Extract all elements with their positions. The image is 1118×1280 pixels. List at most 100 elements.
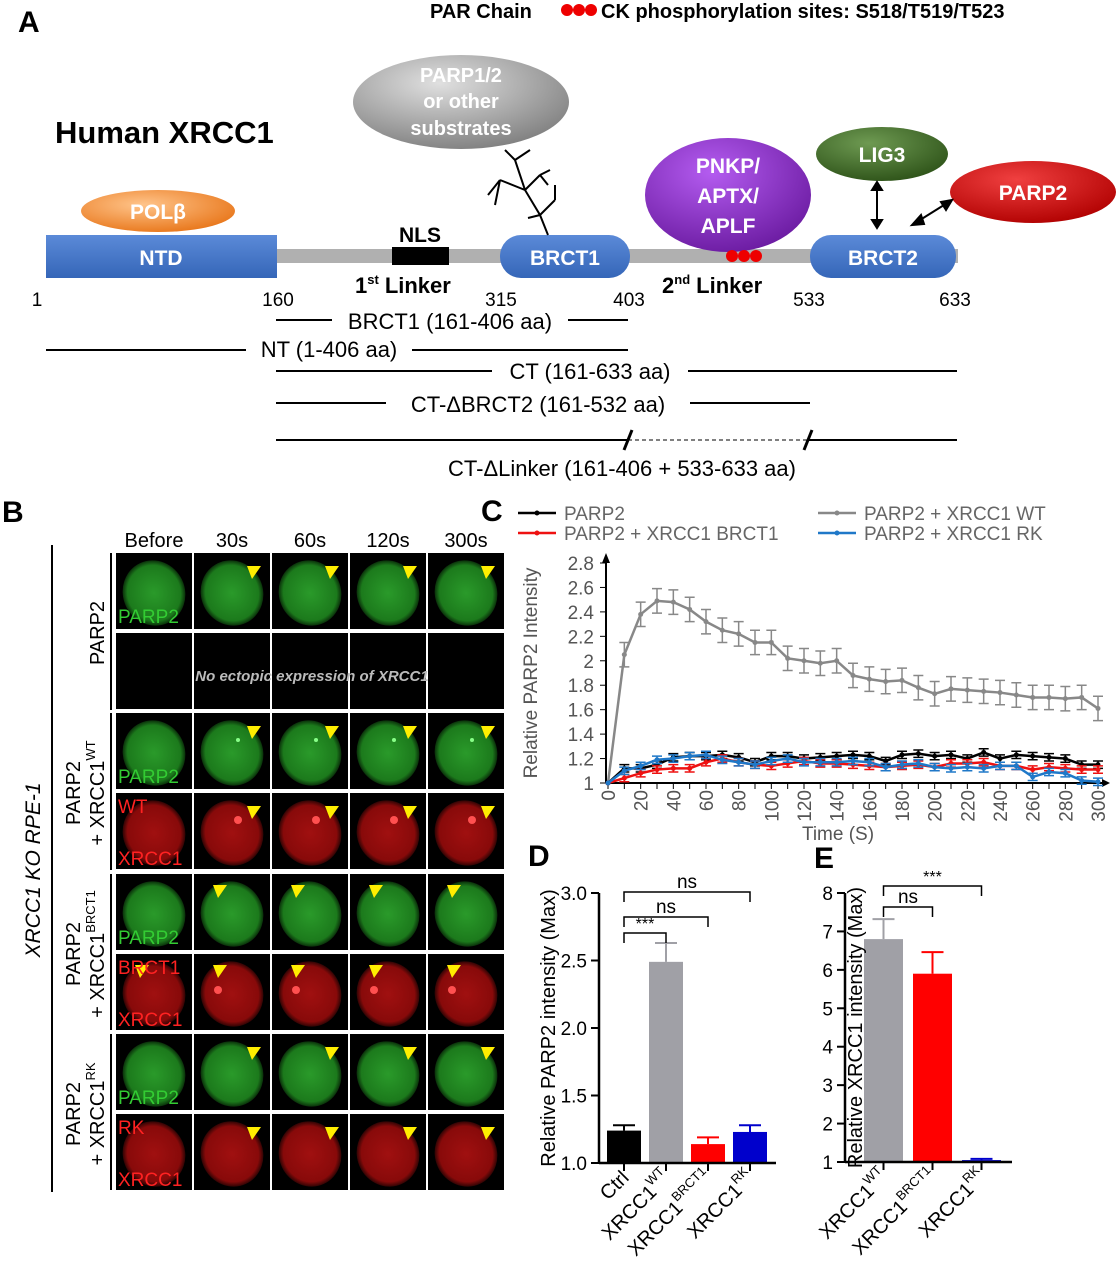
- y-tick-label: 1.8: [568, 676, 594, 697]
- error-bar: [970, 1157, 993, 1161]
- data-point: [817, 660, 823, 666]
- nucleus: [356, 1041, 420, 1107]
- nucleus: [434, 961, 498, 1027]
- data-point: [915, 751, 921, 757]
- group-label-sup: WT: [83, 740, 98, 760]
- data-point: [621, 652, 627, 658]
- y-tick-label: 1.0: [561, 1154, 587, 1175]
- channel-label: XRCC1: [118, 849, 182, 870]
- significance-label: ns: [656, 897, 676, 918]
- microscopy-image: [350, 713, 426, 789]
- data-point: [1046, 754, 1052, 760]
- y-axis-title: Relative XRCC1 intensity (Max): [845, 887, 867, 1168]
- y-tick-label: 6: [822, 961, 833, 982]
- nucleus: [356, 800, 420, 866]
- data-point: [638, 770, 644, 776]
- data-point: [932, 764, 938, 770]
- x-tick-label: 260: [1024, 790, 1045, 822]
- linker1-word: Linker: [385, 273, 451, 298]
- channel-label: RK: [118, 1118, 145, 1139]
- microscopy-image: [194, 553, 270, 629]
- group-label: PARP2: [87, 601, 109, 665]
- pnkp-aptx-aplf-partner: [645, 138, 811, 252]
- arrowhead-icon: [447, 965, 461, 978]
- legend-item: PARP2 + XRCC1 BRCT1: [518, 524, 779, 545]
- microscopy-image: [116, 713, 192, 789]
- position-label: 533: [793, 290, 825, 311]
- data-point: [850, 672, 856, 678]
- nucleus: [122, 881, 186, 947]
- data-point: [899, 677, 905, 683]
- microscopy-image: [428, 954, 504, 1030]
- data-point: [948, 765, 954, 771]
- y-tick-label: 2: [822, 1115, 833, 1136]
- data-point: [1079, 767, 1085, 773]
- construct-ct: CT (161-633 aa): [509, 359, 670, 384]
- parp12-label-3: substrates: [410, 118, 511, 140]
- construct-brct1: BRCT1 (161-406 aa): [348, 309, 552, 334]
- microscopy-image: [350, 954, 426, 1030]
- parp2-partner: [950, 161, 1116, 223]
- x-tick-label: 220: [958, 790, 979, 822]
- panel-a: A PAR Chain CK phosphorylation sites: S5…: [18, 1, 1116, 481]
- channel-label: PARP2: [118, 1088, 179, 1109]
- data-point: [768, 758, 774, 764]
- data-point: [932, 691, 938, 697]
- x-tick-label: 100: [762, 790, 783, 822]
- y-tick-label: 2.4: [568, 603, 595, 624]
- arrowhead-icon: [403, 1127, 417, 1140]
- data-point: [948, 686, 954, 692]
- data-point: [899, 752, 905, 758]
- error-bar: [655, 941, 677, 962]
- image-background: [350, 633, 426, 709]
- nucleus: [200, 800, 264, 866]
- group-label: PARP2 + XRCC1WT: [63, 740, 109, 845]
- microscopy-image: [350, 1034, 426, 1110]
- foci-spot: [392, 738, 396, 742]
- legend-label: PARP2 + XRCC1 RK: [864, 524, 1043, 545]
- group-label-line: PARP2: [63, 922, 85, 986]
- x-tick-label: 80: [730, 790, 751, 811]
- polb-partner: [81, 190, 235, 232]
- microscopy-image: [272, 1114, 348, 1190]
- nucleus: [200, 1121, 264, 1187]
- data-point: [654, 598, 660, 604]
- nucleus: [434, 881, 498, 947]
- data-point: [638, 763, 644, 769]
- significance-bracket: [623, 891, 751, 902]
- y-axis-title: Relative PARP2 intensity (Max): [538, 889, 560, 1167]
- legend-label: PARP2 + XRCC1 BRCT1: [564, 524, 779, 545]
- brct1-domain: [500, 235, 630, 278]
- data-point: [621, 768, 627, 774]
- arrowhead-icon: [325, 1127, 339, 1140]
- bar: [649, 961, 683, 1163]
- data-point: [1095, 779, 1101, 785]
- microscopy-image: [350, 633, 426, 709]
- linker1-number: 1: [355, 273, 367, 298]
- panel-label-b: B: [2, 496, 24, 529]
- linker2-number: 2: [662, 273, 674, 298]
- y-tick-label: 3: [822, 1076, 833, 1097]
- data-point: [1013, 763, 1019, 769]
- data-point: [736, 759, 742, 765]
- bar-chart-parp2: CtrlXRCC1WTXRCC1BRCT1XRCC1RK1.01.52.02.5…: [538, 872, 776, 1261]
- panel-label-a: A: [18, 6, 40, 39]
- y-tick-label: 4: [822, 1038, 833, 1059]
- y-tick-label: 5: [822, 999, 833, 1020]
- data-point: [687, 606, 693, 612]
- microscopy-image: [428, 1114, 504, 1190]
- microscopy-image: [350, 1114, 426, 1190]
- microscopy-image: [428, 793, 504, 869]
- series-parp2-xrcc1-wt: [605, 587, 1103, 786]
- microscopy-image: [272, 954, 348, 1030]
- category-superscript: BRCT1: [668, 1163, 709, 1204]
- microscopy-image: [116, 954, 192, 1030]
- y-tick-label: 1: [822, 1153, 833, 1174]
- data-point: [703, 752, 709, 758]
- data-point: [834, 753, 840, 759]
- group-label-line: + XRCC1: [87, 933, 109, 1018]
- arrowhead-icon: [247, 566, 261, 579]
- foci-spot: [448, 986, 456, 994]
- microscopy-image: [194, 1114, 270, 1190]
